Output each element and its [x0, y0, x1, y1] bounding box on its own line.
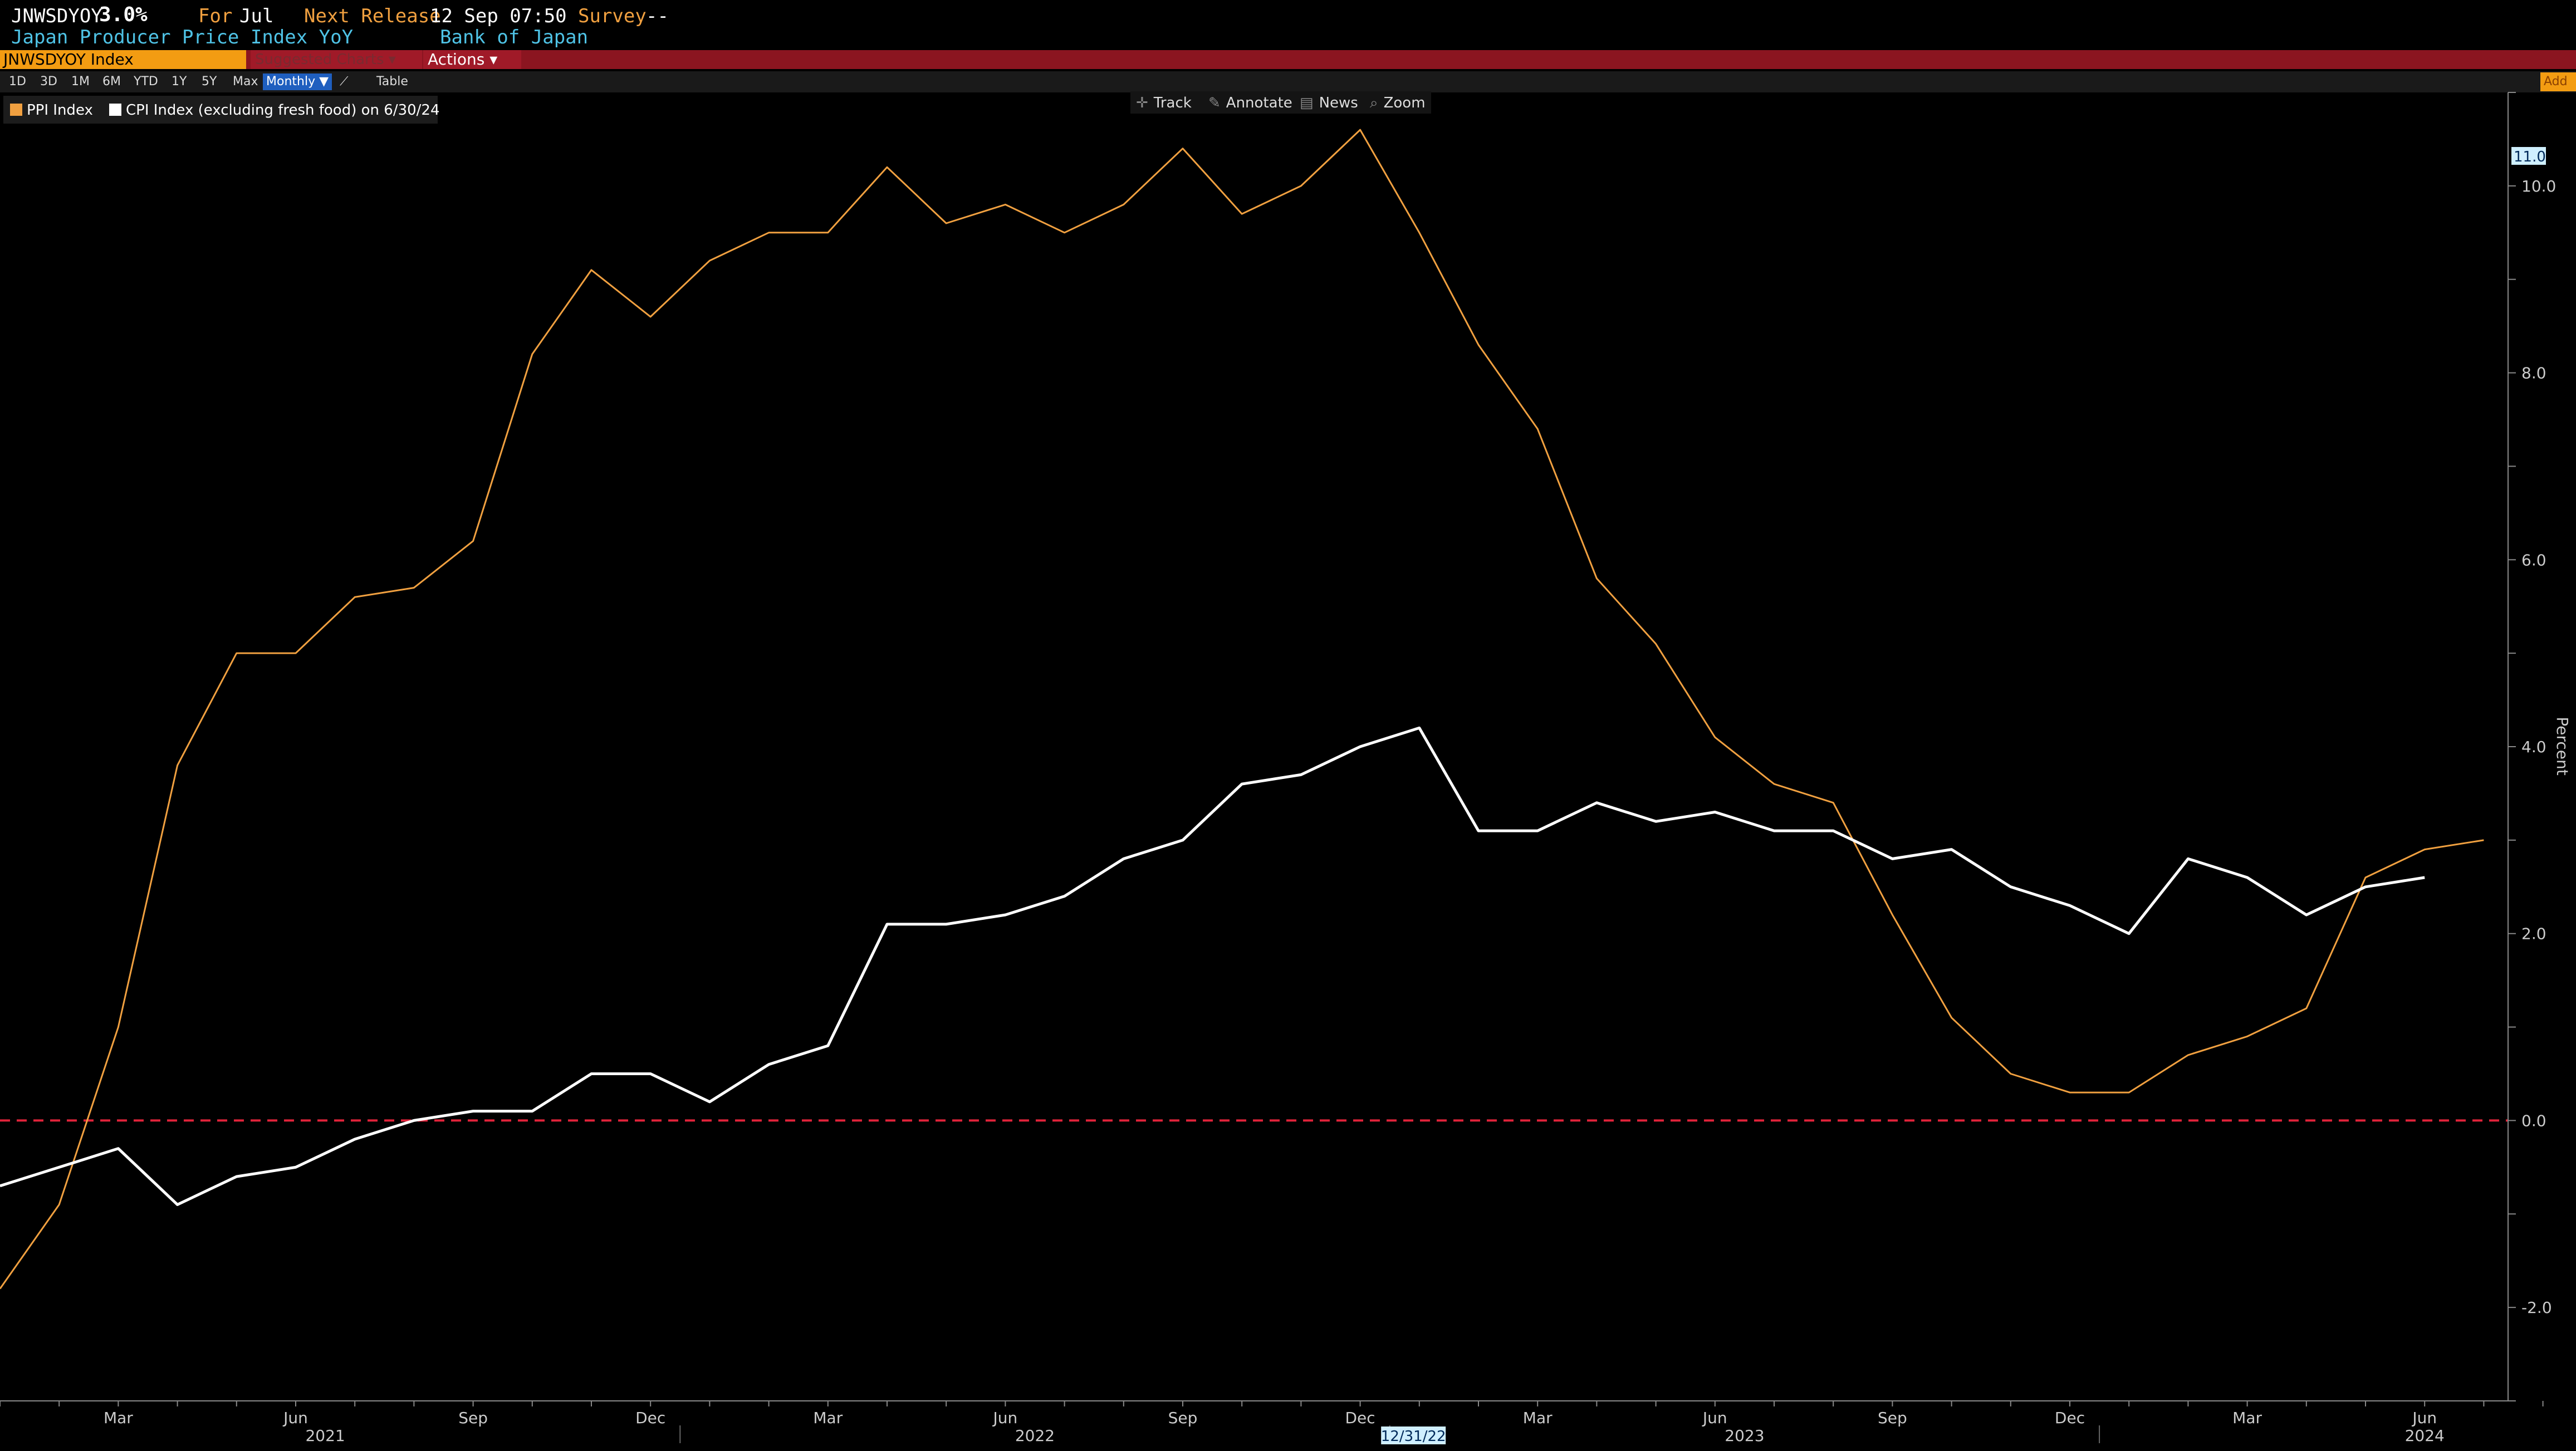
add-data-button[interactable]: Add D: [2540, 72, 2576, 91]
x-tick-label: Mar: [2232, 1409, 2262, 1427]
suggested-charts-label: Suggested Charts: [255, 51, 384, 68]
survey-label: Survey: [578, 5, 647, 27]
x-year-label: 2021: [305, 1427, 345, 1445]
next-release-label: Next Release: [304, 5, 441, 27]
news-tool[interactable]: ▤ News: [1300, 95, 1358, 111]
range-1d-button[interactable]: 1D: [9, 75, 26, 89]
table-button[interactable]: Table: [376, 75, 408, 89]
x-tick-label: Dec: [2055, 1409, 2085, 1427]
range-3d-button[interactable]: 3D: [40, 75, 57, 89]
x-tick-label: Jun: [992, 1409, 1018, 1427]
x-tick-label: Mar: [813, 1409, 843, 1427]
y-tick-label: 4.0: [2521, 738, 2546, 756]
y-tick-label: 6.0: [2521, 551, 2546, 569]
range-ytd-button[interactable]: YTD: [134, 75, 158, 89]
y-tick-label: -2.0: [2521, 1298, 2552, 1317]
y-tick-label: 0.0: [2521, 1111, 2546, 1130]
chevron-down-icon: ▾: [388, 51, 396, 68]
security-input[interactable]: JNWSDYOY Index: [0, 50, 246, 69]
cursor-date-tag: [1381, 1427, 1446, 1444]
zoom-label: Zoom: [1383, 95, 1426, 111]
x-tick-label: Dec: [635, 1409, 665, 1427]
legend-swatch-cpi: [109, 104, 121, 116]
for-label: For: [198, 5, 233, 27]
range-5y-button[interactable]: 5Y: [202, 75, 217, 89]
x-year-label: 2022: [1015, 1427, 1055, 1445]
range-1m-button[interactable]: 1M: [71, 75, 90, 89]
chart-legend: PPI Index CPI Index (excluding fresh foo…: [3, 96, 440, 124]
y-tick-label: 8.0: [2521, 364, 2546, 383]
annotate-label: Annotate: [1226, 95, 1292, 111]
x-tick-label: Dec: [1345, 1409, 1375, 1427]
news-label: News: [1319, 95, 1358, 111]
x-tick-label: Sep: [1168, 1409, 1198, 1427]
x-tick-label: Jun: [1702, 1409, 1727, 1427]
x-tick-label: Mar: [1523, 1409, 1553, 1427]
frequency-dropdown[interactable]: Monthly ▼: [263, 73, 332, 90]
x-tick-label: Jun: [2411, 1409, 2437, 1427]
range-max-button[interactable]: Max: [233, 75, 258, 89]
pencil-icon: ✎: [1208, 95, 1221, 111]
x-tick-label: Jun: [282, 1409, 308, 1427]
security-header: JNWSDYOY 3.0% For Jul Next Release 12 Se…: [0, 0, 2576, 49]
y-axis-label: Percent: [2553, 717, 2572, 775]
for-value: Jul: [239, 5, 274, 27]
actions-button[interactable]: Actions ▾: [423, 50, 521, 69]
series-line-cpi: [0, 726, 2425, 1206]
chart-tools: ✛ Track ✎ Annotate ▤ News ⌕ Zoom: [1130, 91, 1431, 114]
ticker[interactable]: JNWSDYOY: [11, 5, 102, 27]
legend-swatch-ppi: [10, 104, 22, 116]
last-value-tag-text: 11.0: [2514, 149, 2546, 165]
news-icon: ▤: [1300, 95, 1314, 111]
cursor-date-text: 12/31/22: [1381, 1428, 1446, 1445]
x-year-label: 2023: [1725, 1427, 1764, 1445]
y-tick-label: 2.0: [2521, 925, 2546, 943]
crosshair-icon: ✛: [1136, 95, 1148, 111]
chart-toolbar: [0, 71, 2576, 92]
magnifier-icon: ⌕: [1370, 95, 1378, 111]
track-tool[interactable]: ✛ Track: [1136, 95, 1192, 111]
security-name[interactable]: Japan Producer Price Index YoY: [11, 26, 354, 48]
data-source[interactable]: Bank of Japan: [440, 26, 589, 48]
series-line-ppi: [0, 129, 2484, 1290]
zoom-tool[interactable]: ⌕ Zoom: [1370, 95, 1426, 111]
last-value-tag: [2511, 147, 2546, 165]
chart-lines: [0, 129, 2484, 1290]
last-value: 3.0%: [99, 3, 148, 26]
x-year-label: 2024: [2405, 1427, 2445, 1445]
legend-label-cpi[interactable]: CPI Index (excluding fresh food) on 6/30…: [126, 102, 440, 119]
next-release-value: 12 Sep 07:50: [430, 5, 567, 27]
track-label: Track: [1153, 95, 1192, 111]
chart-labels: -2.0 0.0 2.0 4.0 6.0 8.0 10.0 11.0 Mar Jun Sep Dec M…: [104, 147, 2556, 1445]
chart-axes: [0, 92, 2544, 1443]
actions-label: Actions: [428, 50, 485, 68]
x-tick-label: Sep: [1878, 1409, 1907, 1427]
range-1y-button[interactable]: 1Y: [172, 75, 187, 89]
chart-type-icon[interactable]: ⟋: [340, 75, 349, 89]
annotate-tool[interactable]: ✎ Annotate: [1208, 95, 1292, 111]
x-tick-label: Mar: [104, 1409, 133, 1427]
y-tick-label: 10.0: [2521, 177, 2556, 195]
chevron-down-icon: ▾: [489, 50, 498, 68]
legend-label-ppi[interactable]: PPI Index: [27, 102, 93, 119]
survey-value: --: [646, 5, 669, 27]
x-tick-label: Sep: [458, 1409, 488, 1427]
suggested-charts-button[interactable]: Suggested Charts ▾: [251, 50, 422, 69]
range-6m-button[interactable]: 6M: [102, 75, 121, 89]
